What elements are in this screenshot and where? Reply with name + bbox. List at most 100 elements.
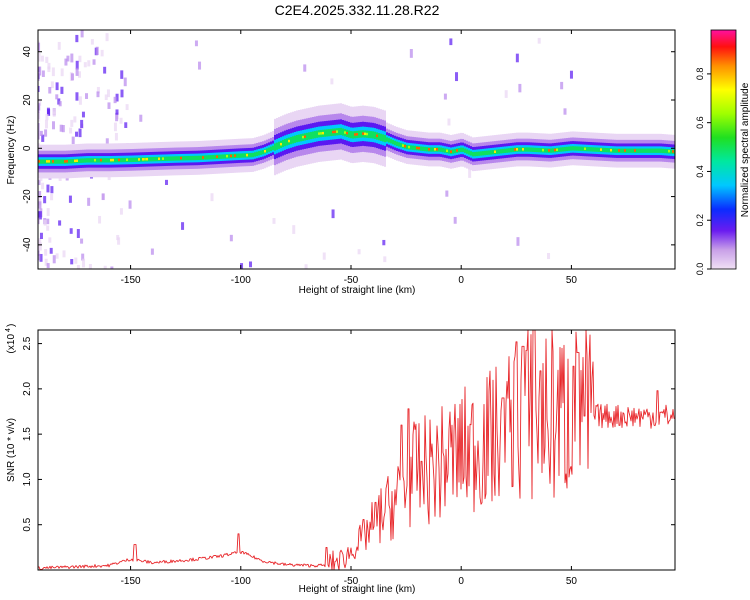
spectrogram-ridge-cell — [132, 157, 134, 163]
spectrogram-noise-cell — [41, 134, 45, 142]
spectrogram-ridge-cell — [574, 146, 576, 151]
spectrogram-noise-cell — [504, 90, 508, 98]
spectrogram-noise-cell — [125, 104, 129, 111]
snr-frame — [37, 329, 676, 571]
spectrogram-ridge-cell — [340, 127, 342, 136]
spectrogram-ridge-cell — [114, 158, 116, 163]
spectrogram-ridge-cell — [160, 156, 162, 162]
spectrogram-ridge-cell — [224, 154, 226, 159]
spectrogram-ridge-cell — [212, 154, 214, 160]
spectrogram-ridge-cell — [284, 139, 286, 147]
spectrogram-ridge-cell — [392, 139, 394, 145]
spectrogram-ridge-cell — [660, 148, 662, 153]
spectrogram-noise-cell — [38, 242, 40, 250]
spectrogram-ridge-cell — [568, 146, 570, 151]
spectrogram-noise-cell — [455, 72, 459, 82]
spectrogram-peak-cell — [402, 144, 405, 147]
spectrogram-ridge-cell — [386, 137, 388, 142]
spectrogram-x-tick-label: -150 — [121, 275, 141, 286]
spectrogram-noise-cell — [92, 59, 96, 65]
spectrogram-ridge-cell — [294, 135, 296, 143]
spectrogram-ridge-cell — [426, 147, 428, 152]
spectrogram-peak-cell — [320, 132, 323, 135]
spectrogram-heatmap — [38, 30, 675, 269]
spectrogram-ridge-cell — [396, 141, 398, 146]
spectrogram-ridge-cell — [670, 149, 672, 154]
spectrogram-ridge-cell — [644, 148, 646, 153]
spectrogram-ridge-cell — [444, 148, 446, 153]
spectrogram-ridge-cell — [164, 156, 166, 161]
spectrogram-noise-cell — [39, 253, 43, 262]
spectrogram-noise-cell — [48, 237, 52, 243]
spectrogram-ridge-cell — [526, 147, 528, 152]
spectrogram-ridge-cell — [70, 159, 72, 164]
spectrogram-ridge-cell — [422, 146, 424, 152]
spectrogram-ridge-cell — [308, 132, 310, 140]
snr-panel: -150 -100 -50 0 50 0.5 1.0 1.5 2.0 2.5 Height of… — [5, 324, 676, 595]
spectrogram-noise-cell — [78, 55, 82, 63]
spectrogram-noise-cell — [50, 186, 54, 194]
spectrogram-ridge-cell — [130, 157, 132, 163]
spectrogram-ridge-cell — [54, 159, 56, 164]
spectrogram-ridge-cell — [420, 146, 422, 151]
spectrogram-ridge-cell — [534, 147, 536, 153]
spectrogram-noise-cell — [95, 46, 99, 56]
spectrogram-peak-cell — [216, 155, 219, 158]
spectrogram-noise-cell — [44, 249, 48, 256]
snr-x-ticks: -150 -100 -50 0 50 — [121, 330, 578, 587]
spectrogram-peak-cell — [634, 149, 637, 152]
spectrogram-ridge-cell — [184, 156, 186, 161]
spectrogram-peak-cell — [364, 132, 367, 136]
spectrogram-ridge-cell — [328, 129, 330, 137]
spectrogram-noise-cell — [119, 208, 123, 215]
spectrogram-peak-cell — [416, 146, 419, 150]
spectrogram-ridge-cell — [68, 159, 70, 164]
spectrogram-noise-cell — [103, 66, 107, 74]
spectrogram-ridge-cell — [338, 127, 340, 136]
spectrogram-ridge-cell — [570, 146, 572, 151]
spectrogram-noise-cell — [330, 78, 334, 85]
spectrogram-peak-cell — [322, 131, 325, 135]
spectrogram-noise-cell — [38, 131, 40, 140]
snr-y-label: SNR (10 * v/v) — [6, 418, 17, 482]
spectrogram-ridge-cell — [482, 151, 484, 156]
spectrogram-ridge-cell — [278, 141, 280, 149]
spectrogram-peak-cell — [548, 149, 551, 152]
spectrogram-peak-cell — [610, 148, 613, 152]
spectrogram-noise-cell — [47, 62, 51, 70]
spectrogram-ridge-cell — [636, 148, 638, 153]
spectrogram-ridge-cell — [248, 153, 250, 158]
spectrogram-ridge-cell — [510, 148, 512, 153]
spectrogram-ridge-cell — [134, 157, 136, 162]
spectrogram-ridge-cell — [358, 130, 360, 138]
spectrogram-x-tick-label: 50 — [566, 275, 578, 286]
spectrogram-ridge-cell — [256, 151, 258, 157]
spectrogram-ridge-cell — [558, 147, 560, 152]
spectrogram-peak-cell — [334, 130, 337, 134]
spectrogram-ridge-cell — [50, 159, 52, 164]
snr-x-tick-label: 0 — [458, 576, 464, 587]
spectrogram-peak-cell — [618, 149, 621, 152]
spectrogram-y-tick-label: -20 — [22, 189, 33, 204]
spectrogram-ridge-cell — [220, 154, 222, 159]
spectrogram-ridge-cell — [412, 145, 414, 150]
spectrogram-noise-cell — [38, 179, 41, 186]
spectrogram-peak-cell — [142, 158, 145, 161]
spectrogram-peak-cell — [100, 158, 103, 162]
spectrogram-noise-cell — [106, 89, 110, 98]
spectrogram-ridge-cell — [92, 158, 94, 163]
snr-x-tick-label: 50 — [566, 576, 578, 587]
spectrogram-ridge-cell — [388, 138, 390, 143]
spectrogram-x-label: Height of straight line (km) — [299, 285, 416, 296]
spectrogram-ridge-cell — [168, 156, 170, 161]
spectrogram-ridge-cell — [298, 134, 300, 142]
spectrogram-x-tick-label: -100 — [231, 275, 251, 286]
spectrogram-ridge-cell — [306, 132, 308, 141]
spectrogram-noise-cell — [60, 86, 64, 94]
spectrogram-peak-cell — [446, 149, 449, 153]
spectrogram-ridge-cell — [136, 157, 138, 162]
spectrogram-noise-cell — [81, 111, 85, 118]
spectrogram-ridge-cell — [590, 147, 592, 152]
spectrogram-ridge-cell — [370, 131, 372, 139]
spectrogram-peak-cell — [516, 148, 519, 151]
